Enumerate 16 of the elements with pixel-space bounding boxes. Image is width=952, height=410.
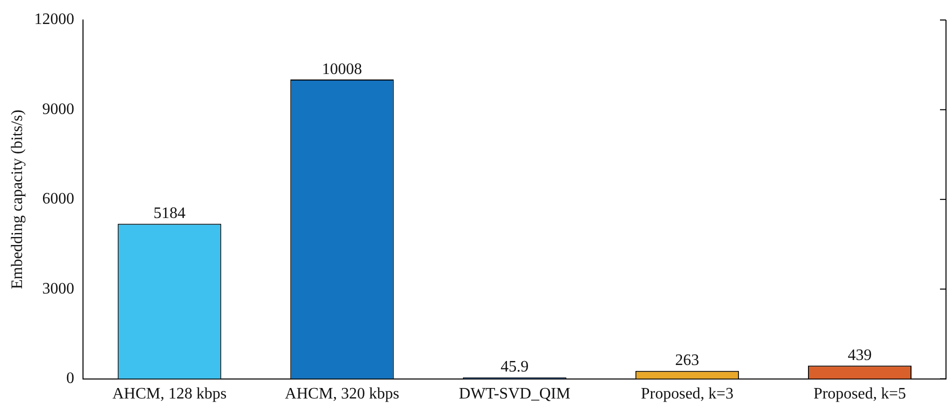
x-tick-label: AHCM, 128 kbps [112,386,227,403]
y-tick-label: 0 [66,370,74,388]
y-tick-label: 12000 [34,11,74,28]
x-tick-label: Proposed, k=3 [640,386,734,403]
data-label: 5184 [153,205,186,222]
y-tick-label: 3000 [42,280,74,298]
y-tick-label: 9000 [42,100,74,118]
y-tick-label: 6000 [42,190,74,208]
x-tick-label: AHCM, 320 kbps [284,386,400,403]
y-axis-title: Embedding capacity (bits/s) [8,110,26,290]
data-label: 45.9 [500,358,529,376]
data-label: 439 [848,346,872,364]
x-tick-label: Proposed, k=5 [813,386,906,403]
data-label: 10008 [322,60,362,78]
x-tick-label: DWT-SVD_QIM [458,386,570,403]
data-label: 263 [675,352,700,370]
